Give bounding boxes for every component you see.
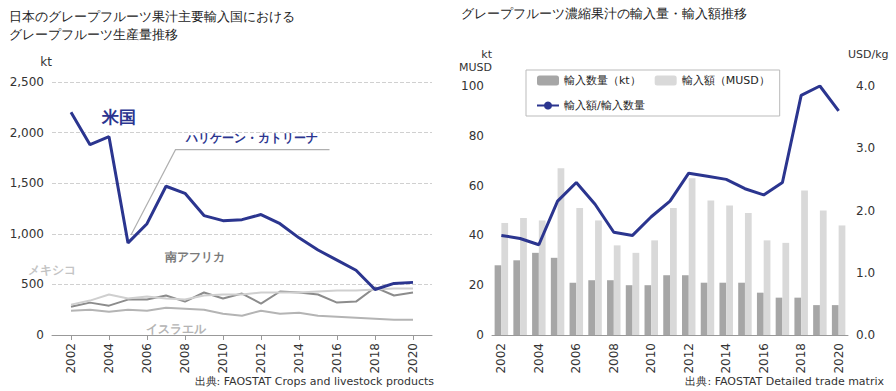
svg-text:2010: 2010 (216, 343, 230, 374)
svg-text:1.0: 1.0 (856, 266, 875, 280)
svg-text:0.0: 0.0 (856, 328, 875, 342)
svg-text:0: 0 (476, 328, 484, 342)
svg-text:グレープフルーツ生産量推移: グレープフルーツ生産量推移 (9, 27, 178, 42)
svg-text:2018: 2018 (368, 343, 382, 374)
svg-text:1,500: 1,500 (10, 176, 44, 190)
svg-text:イスラエル: イスラエル (146, 322, 207, 336)
svg-text:2,500: 2,500 (10, 75, 44, 89)
svg-text:2014: 2014 (719, 343, 733, 374)
svg-text:南アフリカ: 南アフリカ (164, 250, 225, 264)
svg-text:2016: 2016 (330, 343, 344, 374)
svg-text:40: 40 (469, 228, 484, 242)
svg-text:2002: 2002 (64, 343, 78, 374)
svg-text:2020: 2020 (832, 343, 846, 374)
svg-text:輸入額/輸入数量: 輸入額/輸入数量 (564, 99, 645, 112)
svg-text:輸入数量（kt）: 輸入数量（kt） (564, 74, 641, 87)
svg-text:2002: 2002 (494, 343, 508, 374)
svg-text:出典: FAOSTAT Crops and livestoc: 出典: FAOSTAT Crops and livestock products (195, 375, 435, 388)
svg-text:2012: 2012 (682, 343, 696, 374)
svg-text:kt: kt (40, 55, 52, 69)
svg-text:2014: 2014 (292, 343, 306, 374)
svg-text:4.0: 4.0 (856, 79, 875, 93)
svg-text:2,000: 2,000 (10, 126, 44, 140)
svg-text:2020: 2020 (406, 343, 420, 374)
svg-text:2018: 2018 (794, 343, 808, 374)
svg-text:2004: 2004 (532, 343, 546, 374)
svg-text:20: 20 (469, 278, 484, 292)
svg-text:米国: 米国 (101, 107, 136, 127)
svg-text:2006: 2006 (569, 343, 583, 374)
svg-text:2008: 2008 (178, 343, 192, 374)
svg-text:0: 0 (36, 328, 44, 342)
svg-text:100: 100 (461, 79, 484, 93)
svg-text:2006: 2006 (140, 343, 154, 374)
svg-text:500: 500 (21, 277, 44, 291)
svg-text:2010: 2010 (644, 343, 658, 374)
svg-text:日本のグレープフルーツ果汁主要輸入国における: 日本のグレープフルーツ果汁主要輸入国における (9, 9, 295, 24)
svg-text:MUSD: MUSD (459, 61, 492, 74)
svg-text:メキシコ: メキシコ (28, 263, 76, 277)
svg-text:USD/kg: USD/kg (848, 48, 889, 61)
svg-text:2016: 2016 (757, 343, 771, 374)
svg-text:出典: FAOSTAT Detailed trade mat: 出典: FAOSTAT Detailed trade matrix (685, 375, 884, 388)
svg-text:kt: kt (481, 48, 492, 61)
svg-text:80: 80 (469, 129, 484, 143)
svg-text:2012: 2012 (254, 343, 268, 374)
svg-text:1,000: 1,000 (10, 227, 44, 241)
svg-text:3.0: 3.0 (856, 141, 875, 155)
svg-text:2004: 2004 (102, 343, 116, 374)
svg-text:2.0: 2.0 (856, 204, 875, 218)
svg-text:グレープフルーツ濃縮果汁の輸入量・輸入額推移: グレープフルーツ濃縮果汁の輸入量・輸入額推移 (461, 6, 747, 21)
svg-text:60: 60 (469, 179, 484, 193)
svg-text:輸入額（MUSD）: 輸入額（MUSD） (682, 74, 770, 87)
svg-text:2008: 2008 (607, 343, 621, 374)
svg-text:ハリケーン・カトリーナ: ハリケーン・カトリーナ (185, 131, 318, 145)
